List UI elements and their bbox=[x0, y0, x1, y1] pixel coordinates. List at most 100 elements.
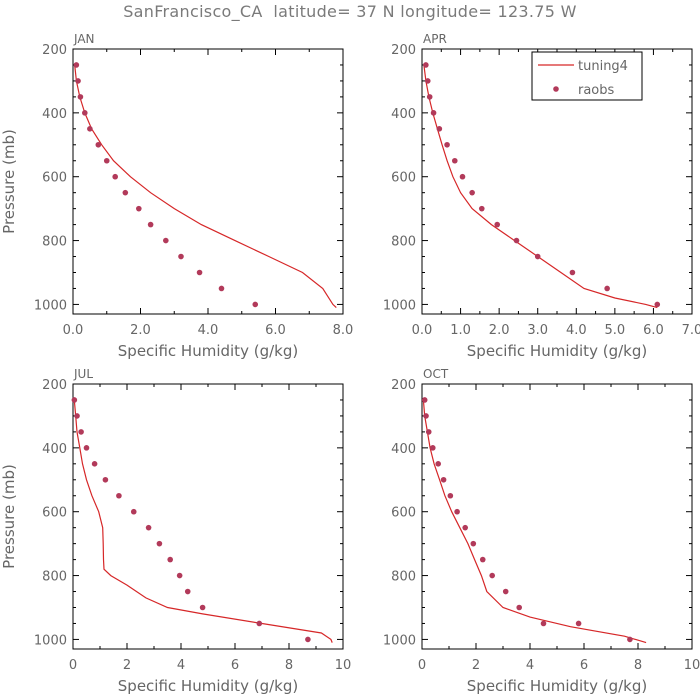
data-point-raobs-jul bbox=[176, 572, 183, 579]
y-tick-label: 200 bbox=[391, 378, 416, 393]
data-point-raobs-jan bbox=[147, 221, 154, 228]
x-tick-label: 2.0 bbox=[489, 323, 510, 338]
data-point-raobs-jan bbox=[136, 205, 142, 212]
x-tick-label: 6.0 bbox=[265, 323, 286, 338]
series-line-tuning4-jul bbox=[73, 399, 333, 643]
data-point-raobs-apr bbox=[604, 285, 610, 292]
y-tick-label: 400 bbox=[391, 107, 416, 122]
x-tick-label: 8.0 bbox=[333, 323, 354, 338]
data-point-raobs-jan bbox=[178, 253, 184, 260]
y-tick-label: 200 bbox=[42, 43, 67, 58]
y-axis-label-jul: Pressure (mb) bbox=[0, 464, 18, 569]
legend-swatch-dot bbox=[553, 86, 559, 92]
data-point-raobs-oct bbox=[462, 524, 469, 531]
legend-label-raobs: raobs bbox=[578, 83, 615, 98]
data-point-raobs-apr bbox=[451, 157, 458, 164]
data-point-raobs-apr bbox=[494, 221, 501, 228]
x-tick-label: 3.0 bbox=[527, 323, 548, 338]
panel-label-jul: JUL bbox=[73, 367, 93, 381]
data-point-raobs-apr bbox=[436, 126, 443, 132]
data-point-raobs-apr bbox=[426, 94, 433, 100]
x-tick-label: 2 bbox=[123, 658, 131, 673]
data-point-raobs-jan bbox=[82, 110, 88, 116]
data-point-raobs-apr bbox=[469, 189, 475, 196]
data-point-raobs-apr bbox=[534, 253, 541, 260]
data-point-raobs-jan bbox=[218, 285, 225, 292]
data-point-raobs-jul bbox=[199, 604, 206, 611]
x-tick-label: 4 bbox=[526, 658, 534, 673]
legend-box bbox=[531, 51, 643, 101]
data-point-raobs-oct bbox=[627, 636, 633, 643]
data-point-raobs-jan bbox=[77, 94, 84, 100]
data-point-raobs-jan bbox=[87, 126, 93, 132]
data-point-raobs-jan bbox=[75, 78, 81, 84]
x-tick-label: 4.0 bbox=[566, 323, 587, 338]
y-tick-label: 1000 bbox=[34, 633, 67, 648]
data-point-raobs-jul bbox=[71, 397, 78, 403]
data-point-raobs-jan bbox=[196, 269, 203, 276]
y-tick-label: 200 bbox=[391, 43, 416, 58]
data-point-raobs-oct bbox=[440, 476, 447, 483]
plot-frame-oct bbox=[421, 383, 693, 650]
data-point-raobs-oct bbox=[425, 429, 432, 435]
data-point-raobs-jul bbox=[130, 508, 137, 515]
x-tick-label: 10 bbox=[684, 658, 700, 673]
y-tick-label: 600 bbox=[42, 506, 67, 521]
y-tick-label: 200 bbox=[42, 378, 67, 393]
series-line-tuning4-oct bbox=[422, 399, 647, 644]
data-point-raobs-jan bbox=[163, 237, 169, 244]
x-axis-label-jul: Specific Humidity (g/kg) bbox=[118, 677, 298, 695]
data-point-raobs-oct bbox=[430, 445, 436, 451]
data-point-raobs-oct bbox=[470, 540, 477, 547]
data-point-raobs-apr bbox=[478, 205, 485, 212]
x-tick-label: 0 bbox=[69, 658, 77, 673]
y-tick-label: 1000 bbox=[34, 298, 67, 313]
data-point-raobs-jul bbox=[305, 636, 311, 643]
data-point-raobs-jan bbox=[252, 301, 259, 308]
data-point-raobs-jul bbox=[102, 476, 109, 483]
x-tick-label: 10 bbox=[335, 658, 352, 673]
y-tick-label: 600 bbox=[391, 506, 416, 521]
data-point-raobs-jul bbox=[83, 445, 90, 451]
plot-frame-jan bbox=[72, 48, 344, 315]
data-point-raobs-apr bbox=[430, 110, 437, 116]
data-point-raobs-apr bbox=[423, 62, 429, 68]
x-tick-label: 6 bbox=[580, 658, 588, 673]
x-axis-label-apr: Specific Humidity (g/kg) bbox=[467, 342, 647, 360]
plot-frame-jul bbox=[72, 383, 344, 650]
y-tick-label: 1000 bbox=[383, 298, 416, 313]
data-point-raobs-apr bbox=[444, 141, 450, 148]
x-tick-label: 8 bbox=[285, 658, 293, 673]
data-point-raobs-apr bbox=[654, 301, 661, 308]
data-point-raobs-oct bbox=[421, 397, 428, 403]
data-point-raobs-jul bbox=[167, 556, 173, 563]
y-tick-label: 1000 bbox=[383, 633, 416, 648]
x-tick-label: 0.0 bbox=[412, 323, 433, 338]
data-point-raobs-jul bbox=[145, 524, 152, 531]
x-tick-label: 7.0 bbox=[682, 323, 700, 338]
y-tick-label: 600 bbox=[42, 171, 67, 186]
data-point-raobs-jan bbox=[112, 173, 118, 180]
x-tick-label: 2 bbox=[472, 658, 480, 673]
data-point-raobs-jan bbox=[73, 62, 80, 68]
data-point-raobs-apr bbox=[513, 237, 520, 244]
figure-title: SanFrancisco_CA latitude= 37 N longitude… bbox=[123, 2, 577, 21]
x-tick-label: 6 bbox=[231, 658, 239, 673]
x-axis-label-oct: Specific Humidity (g/kg) bbox=[467, 677, 647, 695]
x-tick-label: 0 bbox=[418, 658, 426, 673]
panel-label-apr: APR bbox=[423, 32, 447, 46]
x-tick-label: 6.0 bbox=[643, 323, 664, 338]
data-point-raobs-jan bbox=[103, 157, 110, 164]
x-tick-label: 8 bbox=[634, 658, 642, 673]
data-point-raobs-oct bbox=[575, 620, 582, 627]
data-point-raobs-oct bbox=[423, 413, 429, 419]
legend-label-tuning4: tuning4 bbox=[578, 59, 628, 74]
y-axis-label-jan: Pressure (mb) bbox=[0, 129, 18, 234]
data-point-raobs-apr bbox=[424, 78, 431, 84]
data-point-raobs-oct bbox=[502, 588, 509, 595]
data-point-raobs-jan bbox=[122, 189, 129, 196]
data-point-raobs-jul bbox=[91, 461, 98, 467]
y-tick-label: 600 bbox=[391, 171, 416, 186]
data-point-raobs-jan bbox=[95, 141, 102, 148]
data-point-raobs-jul bbox=[78, 429, 84, 435]
